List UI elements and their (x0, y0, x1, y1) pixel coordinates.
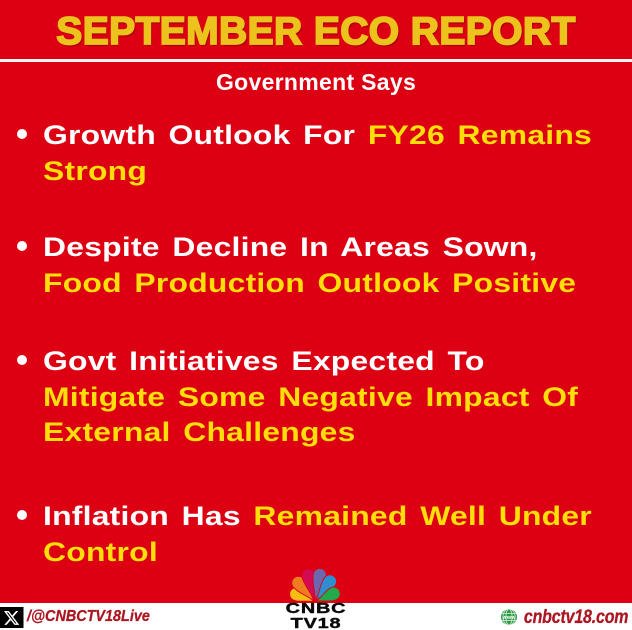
svg-text:www: www (501, 615, 516, 621)
